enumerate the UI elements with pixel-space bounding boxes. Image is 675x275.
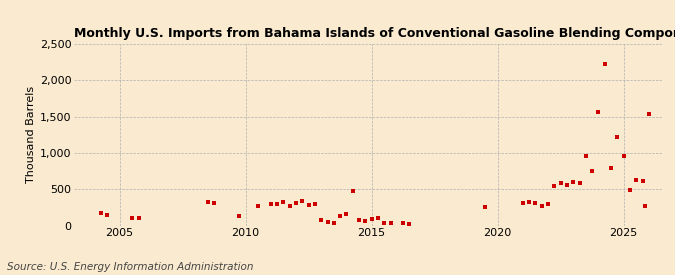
- Point: [612, 135, 623, 139]
- Point: [593, 109, 604, 114]
- Point: [580, 154, 591, 158]
- Text: Source: U.S. Energy Information Administration: Source: U.S. Energy Information Administ…: [7, 262, 253, 272]
- Point: [404, 222, 415, 226]
- Point: [624, 188, 635, 192]
- Point: [640, 204, 651, 208]
- Point: [284, 204, 295, 208]
- Point: [335, 214, 346, 218]
- Point: [568, 180, 578, 184]
- Point: [618, 154, 629, 158]
- Point: [316, 218, 327, 222]
- Point: [562, 183, 572, 187]
- Point: [556, 181, 566, 186]
- Point: [133, 216, 144, 221]
- Point: [587, 169, 597, 173]
- Point: [354, 218, 364, 223]
- Point: [322, 220, 333, 224]
- Point: [234, 214, 245, 218]
- Point: [398, 221, 408, 226]
- Text: Monthly U.S. Imports from Bahama Islands of Conventional Gasoline Blending Compo: Monthly U.S. Imports from Bahama Islands…: [74, 27, 675, 40]
- Point: [367, 217, 377, 221]
- Point: [605, 166, 616, 170]
- Point: [549, 183, 560, 188]
- Point: [348, 189, 358, 194]
- Point: [291, 201, 302, 205]
- Point: [643, 111, 654, 116]
- Point: [631, 178, 642, 183]
- Point: [524, 199, 535, 204]
- Point: [127, 215, 138, 220]
- Point: [385, 220, 396, 225]
- Point: [265, 202, 276, 206]
- Point: [360, 219, 371, 223]
- Point: [278, 200, 289, 205]
- Point: [297, 199, 308, 203]
- Point: [537, 204, 547, 208]
- Point: [253, 204, 264, 208]
- Point: [574, 181, 585, 186]
- Y-axis label: Thousand Barrels: Thousand Barrels: [26, 86, 36, 183]
- Point: [329, 221, 340, 226]
- Point: [637, 179, 648, 183]
- Point: [530, 201, 541, 205]
- Point: [310, 202, 321, 207]
- Point: [209, 201, 219, 205]
- Point: [341, 212, 352, 216]
- Point: [272, 202, 283, 207]
- Point: [599, 62, 610, 67]
- Point: [202, 200, 213, 205]
- Point: [543, 202, 554, 206]
- Point: [379, 221, 389, 226]
- Point: [373, 216, 383, 221]
- Point: [95, 211, 106, 215]
- Point: [102, 212, 113, 217]
- Point: [480, 204, 491, 209]
- Point: [518, 201, 529, 205]
- Point: [303, 203, 314, 207]
